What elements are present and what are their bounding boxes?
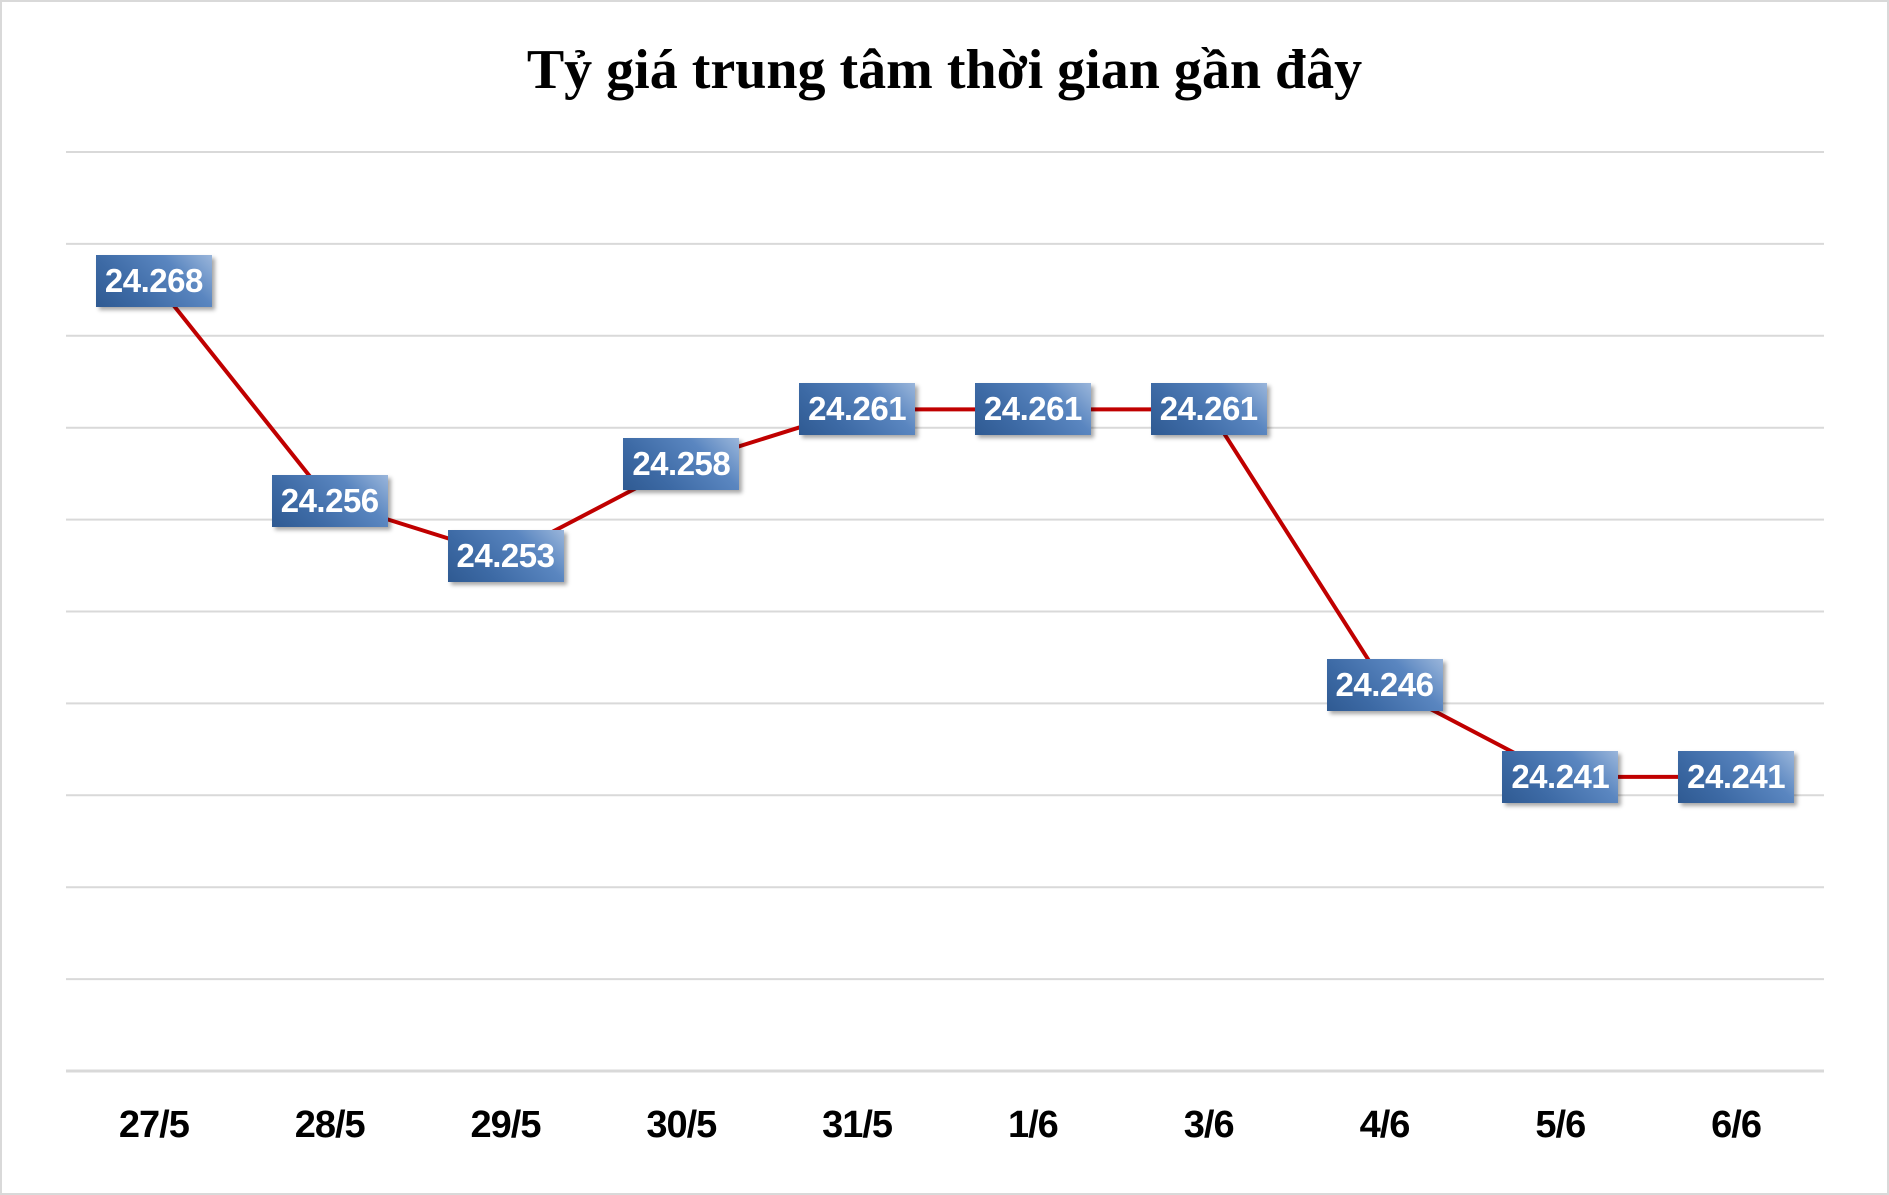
data-label: 24.261 <box>974 383 1091 436</box>
data-label: 24.246 <box>1326 659 1443 712</box>
x-tick-label: 29/5 <box>470 1104 542 1146</box>
x-tick-label: 30/5 <box>646 1104 717 1146</box>
x-tick-label: 31/5 <box>822 1104 893 1146</box>
chart-title: Tỷ giá trung tâm thời gian gần đây <box>526 39 1363 101</box>
data-label: 24.256 <box>271 475 388 528</box>
x-tick-label: 28/5 <box>294 1104 366 1146</box>
x-tick-label: 1/6 <box>1007 1104 1059 1146</box>
data-label: 24.241 <box>1678 750 1795 803</box>
x-tick-label: 4/6 <box>1359 1104 1411 1146</box>
data-label: 24.261 <box>799 383 916 436</box>
data-label: 24.268 <box>95 254 212 307</box>
x-tick-label: 3/6 <box>1183 1104 1235 1146</box>
x-tick-label: 27/5 <box>118 1104 190 1146</box>
series-line <box>152 279 1737 779</box>
x-tick-label: 5/6 <box>1535 1104 1586 1146</box>
data-label: 24.261 <box>1150 383 1267 436</box>
data-label: 24.241 <box>1502 750 1619 803</box>
x-tick-label: 6/6 <box>1711 1104 1762 1146</box>
data-label: 24.253 <box>447 530 564 583</box>
data-label: 24.258 <box>623 438 740 491</box>
